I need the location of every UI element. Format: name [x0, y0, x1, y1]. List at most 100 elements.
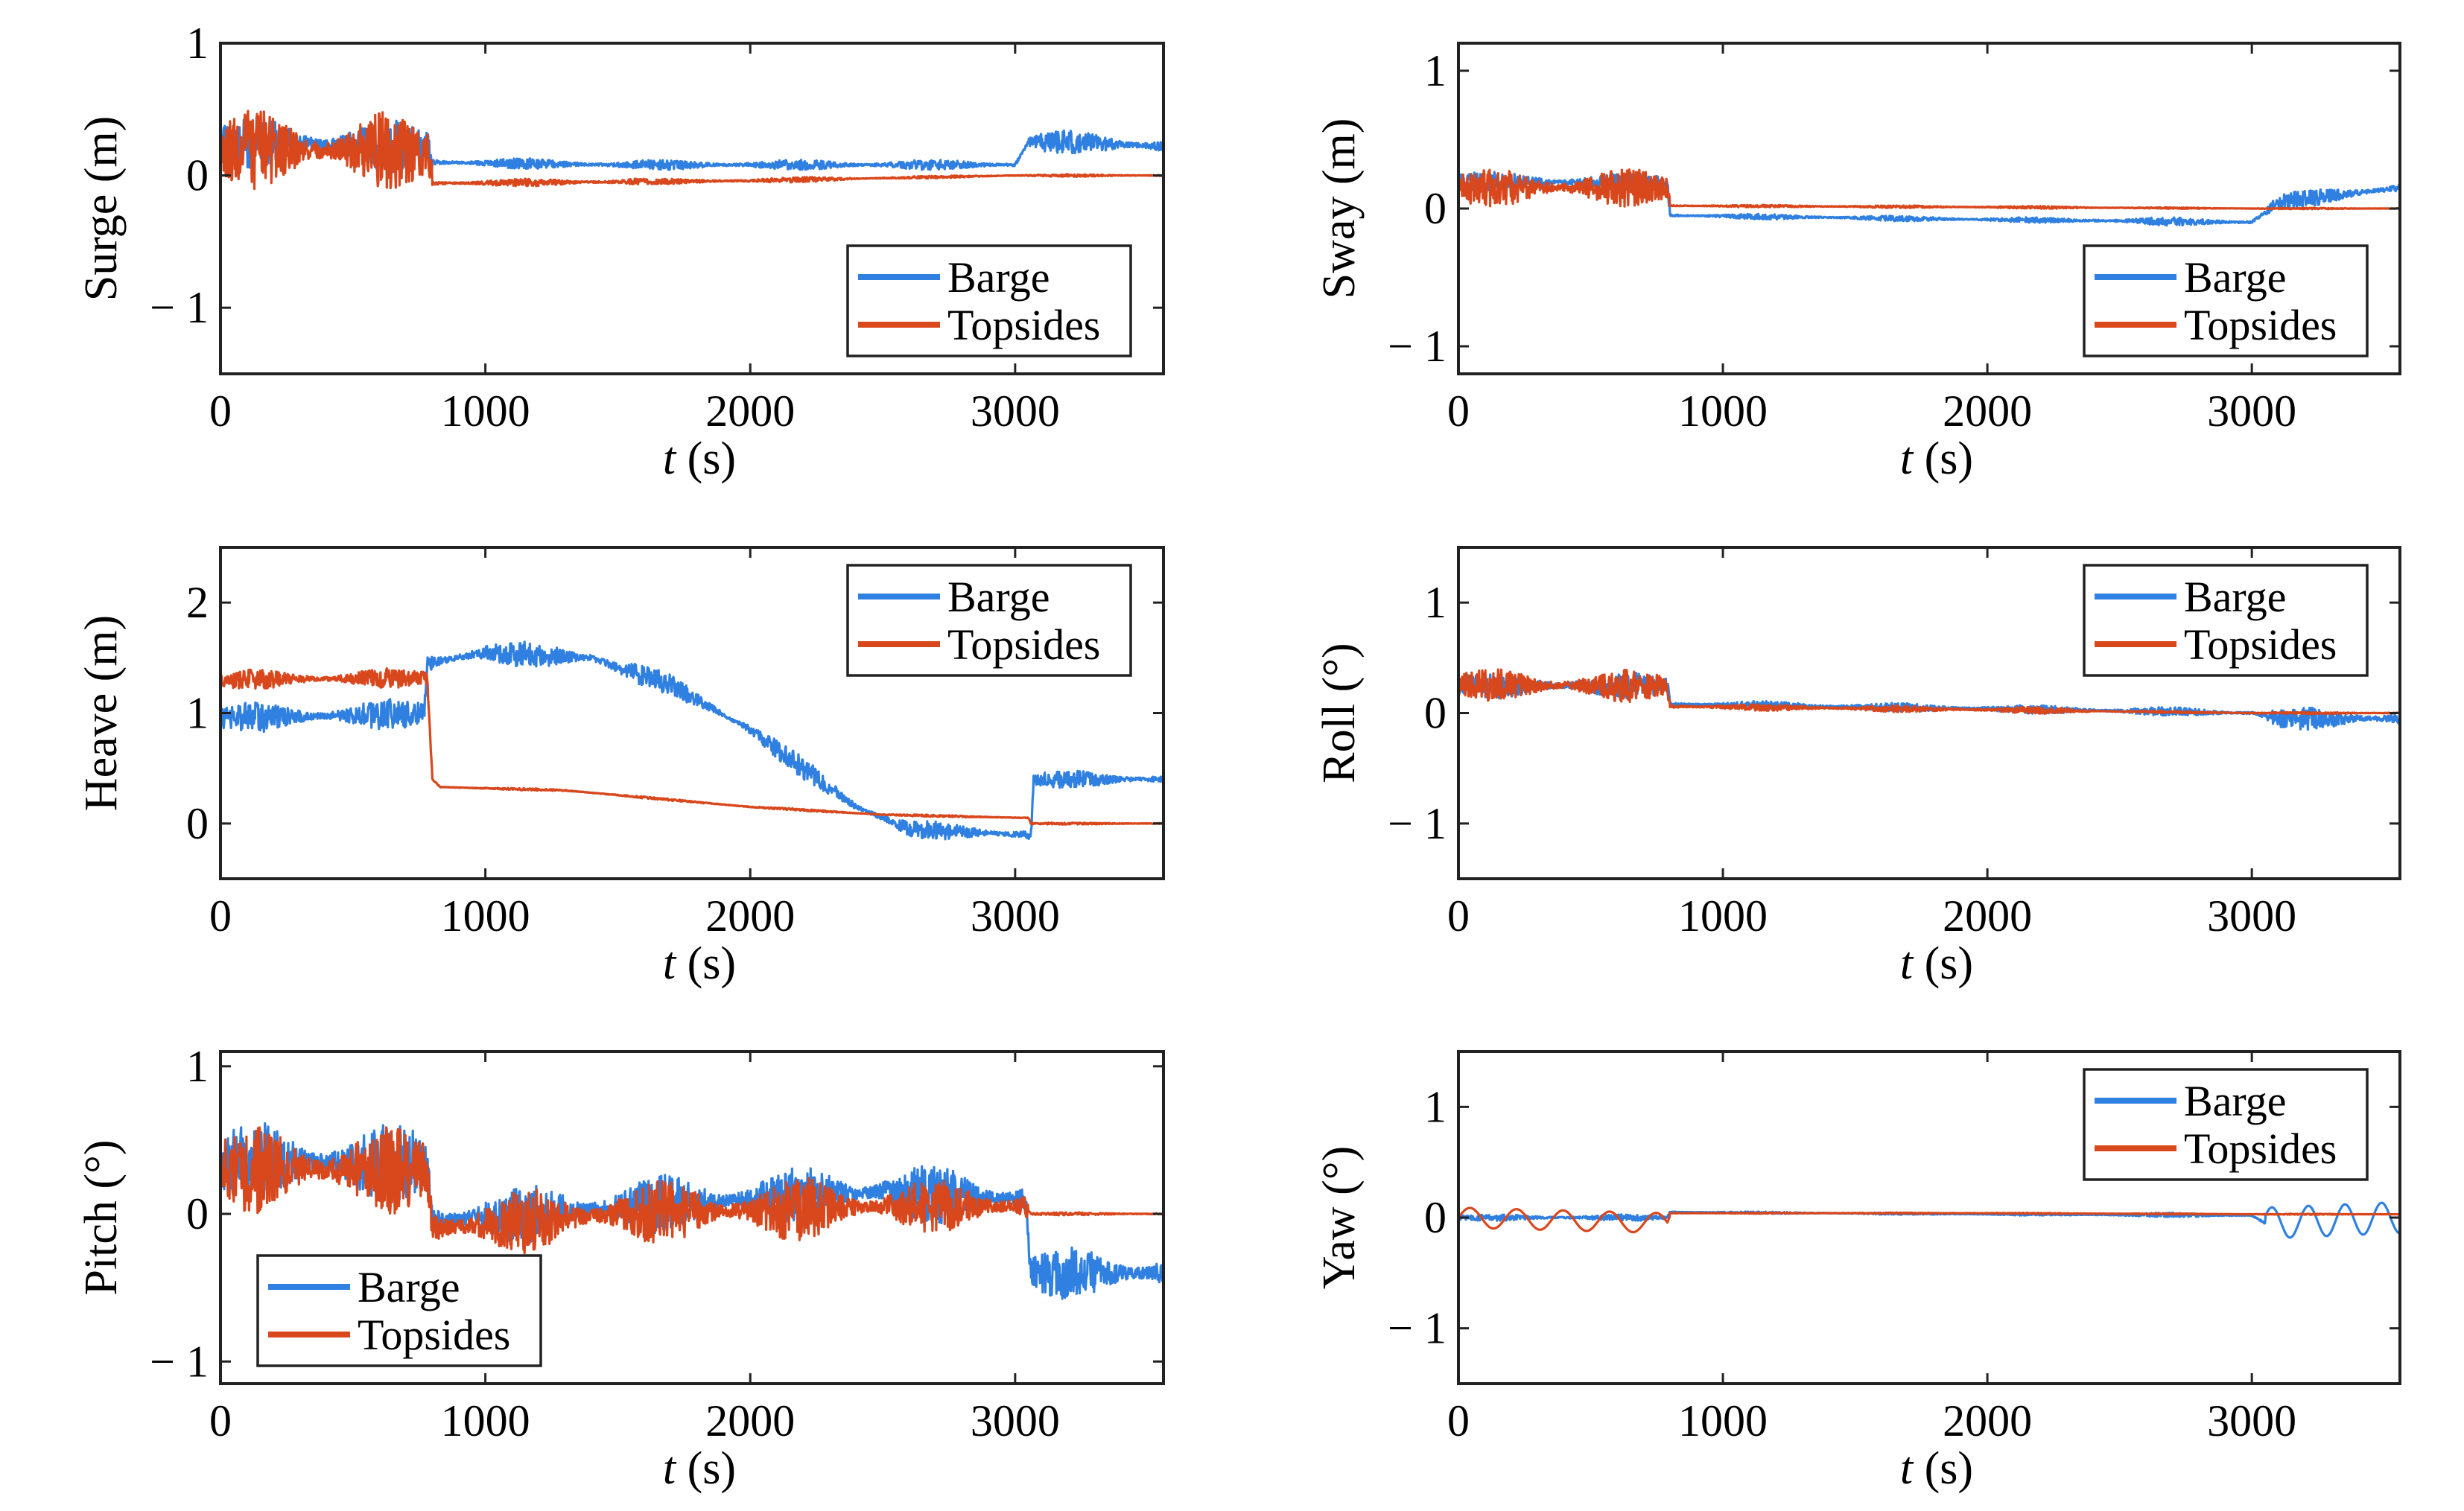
- y-axis-label: Pitch (°): [76, 1139, 127, 1295]
- legend-label-barge: Barge: [947, 253, 1050, 302]
- x-axis-variable: t: [663, 433, 677, 484]
- chart-panel-heave: 0 1000 2000 3000 0 1 2 t (s) Heave (m) BargeTopsi…: [76, 546, 1165, 989]
- x-axis-unit: (s): [1913, 938, 1973, 989]
- legend-box: [846, 564, 1132, 677]
- x-tick-label: 2000: [705, 387, 795, 436]
- x-tick-label: 0: [209, 1396, 232, 1445]
- legend-label-topsides: Topsides: [947, 301, 1100, 349]
- legend-box: [2083, 1068, 2369, 1181]
- legend-label-barge: Barge: [2184, 253, 2286, 302]
- x-axis-unit: (s): [676, 938, 736, 989]
- x-tick-label: 2000: [705, 891, 795, 941]
- y-axis-label: Yaw (°): [1314, 1146, 1365, 1289]
- x-tick-label: 1000: [441, 891, 530, 941]
- x-tick-label: 1000: [1678, 387, 1768, 436]
- y-tick-label: 0: [1424, 689, 1447, 738]
- chart-panel-surge: 0 1000 2000 3000 − 1 0 1 t (s) Surge (m) BargeTop…: [76, 19, 1165, 484]
- x-axis-variable: t: [663, 938, 677, 989]
- legend-label-topsides: Topsides: [358, 1311, 510, 1359]
- x-tick-label: 0: [1447, 891, 1470, 941]
- series-line-topsides: [1458, 668, 2400, 716]
- x-axis-label: t (s): [663, 433, 736, 484]
- series-line-topsides: [220, 667, 1163, 826]
- x-tick-label: 0: [209, 891, 232, 941]
- x-tick-label: 2000: [705, 1396, 795, 1445]
- x-tick-label: 3000: [2207, 891, 2296, 941]
- x-axis-variable: t: [1900, 433, 1914, 484]
- y-tick-label: 1: [1424, 46, 1447, 95]
- y-tick-label: − 1: [1388, 1304, 1447, 1353]
- y-axis-label: Roll (°): [1314, 643, 1365, 783]
- y-tick-label: 0: [1424, 1193, 1447, 1242]
- x-tick-label: 1000: [1678, 891, 1768, 941]
- legend-label-topsides: Topsides: [2184, 620, 2337, 669]
- legend-box: [256, 1254, 542, 1367]
- x-tick-label: 1000: [441, 387, 530, 436]
- legend-box: [2083, 564, 2369, 677]
- x-axis-unit: (s): [1913, 433, 1973, 484]
- x-tick-label: 3000: [2207, 387, 2296, 436]
- y-tick-label: 1: [186, 689, 209, 738]
- x-axis-unit: (s): [676, 433, 736, 484]
- legend-label-barge: Barge: [2184, 1077, 2286, 1125]
- legend-label-barge: Barge: [947, 573, 1050, 621]
- series-group: [1458, 668, 2400, 731]
- x-tick-label: 3000: [971, 1396, 1060, 1445]
- x-tick-label: 2000: [1943, 1396, 2032, 1445]
- series-group: [220, 1122, 1163, 1300]
- x-axis-label: t (s): [1900, 1443, 1973, 1494]
- x-tick-label: 3000: [971, 891, 1060, 941]
- y-tick-label: 1: [1424, 1082, 1447, 1131]
- x-tick-label: 3000: [971, 387, 1060, 436]
- x-tick-label: 2000: [1943, 387, 2032, 436]
- y-tick-label: 1: [186, 1042, 209, 1091]
- legend-label-topsides: Topsides: [2184, 301, 2337, 349]
- series-line-topsides: [1458, 1206, 2400, 1234]
- x-axis-variable: t: [1900, 938, 1914, 989]
- x-axis-unit: (s): [1913, 1443, 1973, 1494]
- x-tick-label: 3000: [2207, 1396, 2296, 1445]
- legend-label-topsides: Topsides: [2184, 1124, 2337, 1173]
- series-line-barge: [220, 640, 1163, 841]
- y-axis-label: Heave (m): [76, 615, 127, 811]
- legend-label-barge: Barge: [358, 1263, 460, 1311]
- x-tick-label: 0: [1447, 387, 1470, 436]
- x-axis-label: t (s): [1900, 938, 1973, 989]
- y-tick-label: 2: [186, 578, 209, 627]
- series-line-topsides: [220, 1126, 1163, 1255]
- series-line-topsides: [1458, 168, 2400, 211]
- y-tick-label: 0: [186, 799, 209, 848]
- x-tick-label: 1000: [1678, 1396, 1768, 1445]
- series-group: [1458, 168, 2400, 227]
- y-tick-label: 0: [186, 1189, 209, 1238]
- y-tick-label: − 1: [150, 1337, 209, 1386]
- x-tick-label: 1000: [441, 1396, 530, 1445]
- x-axis-label: t (s): [663, 1443, 736, 1494]
- y-tick-label: − 1: [1388, 799, 1447, 848]
- series-group: [220, 109, 1163, 191]
- x-axis-unit: (s): [676, 1443, 736, 1494]
- y-tick-label: − 1: [150, 283, 209, 332]
- plot-frame: [219, 42, 1165, 375]
- y-tick-label: 1: [186, 19, 209, 68]
- x-axis-label: t (s): [663, 938, 736, 989]
- y-tick-label: − 1: [1388, 322, 1447, 371]
- legend-label-barge: Barge: [2184, 573, 2286, 621]
- legend-box: [2083, 244, 2369, 357]
- y-axis-label: Surge (m): [76, 116, 127, 302]
- x-tick-label: 2000: [1943, 891, 2032, 941]
- series-line-topsides: [220, 109, 1163, 191]
- y-tick-label: 0: [186, 151, 209, 200]
- x-axis-label: t (s): [1900, 433, 1973, 484]
